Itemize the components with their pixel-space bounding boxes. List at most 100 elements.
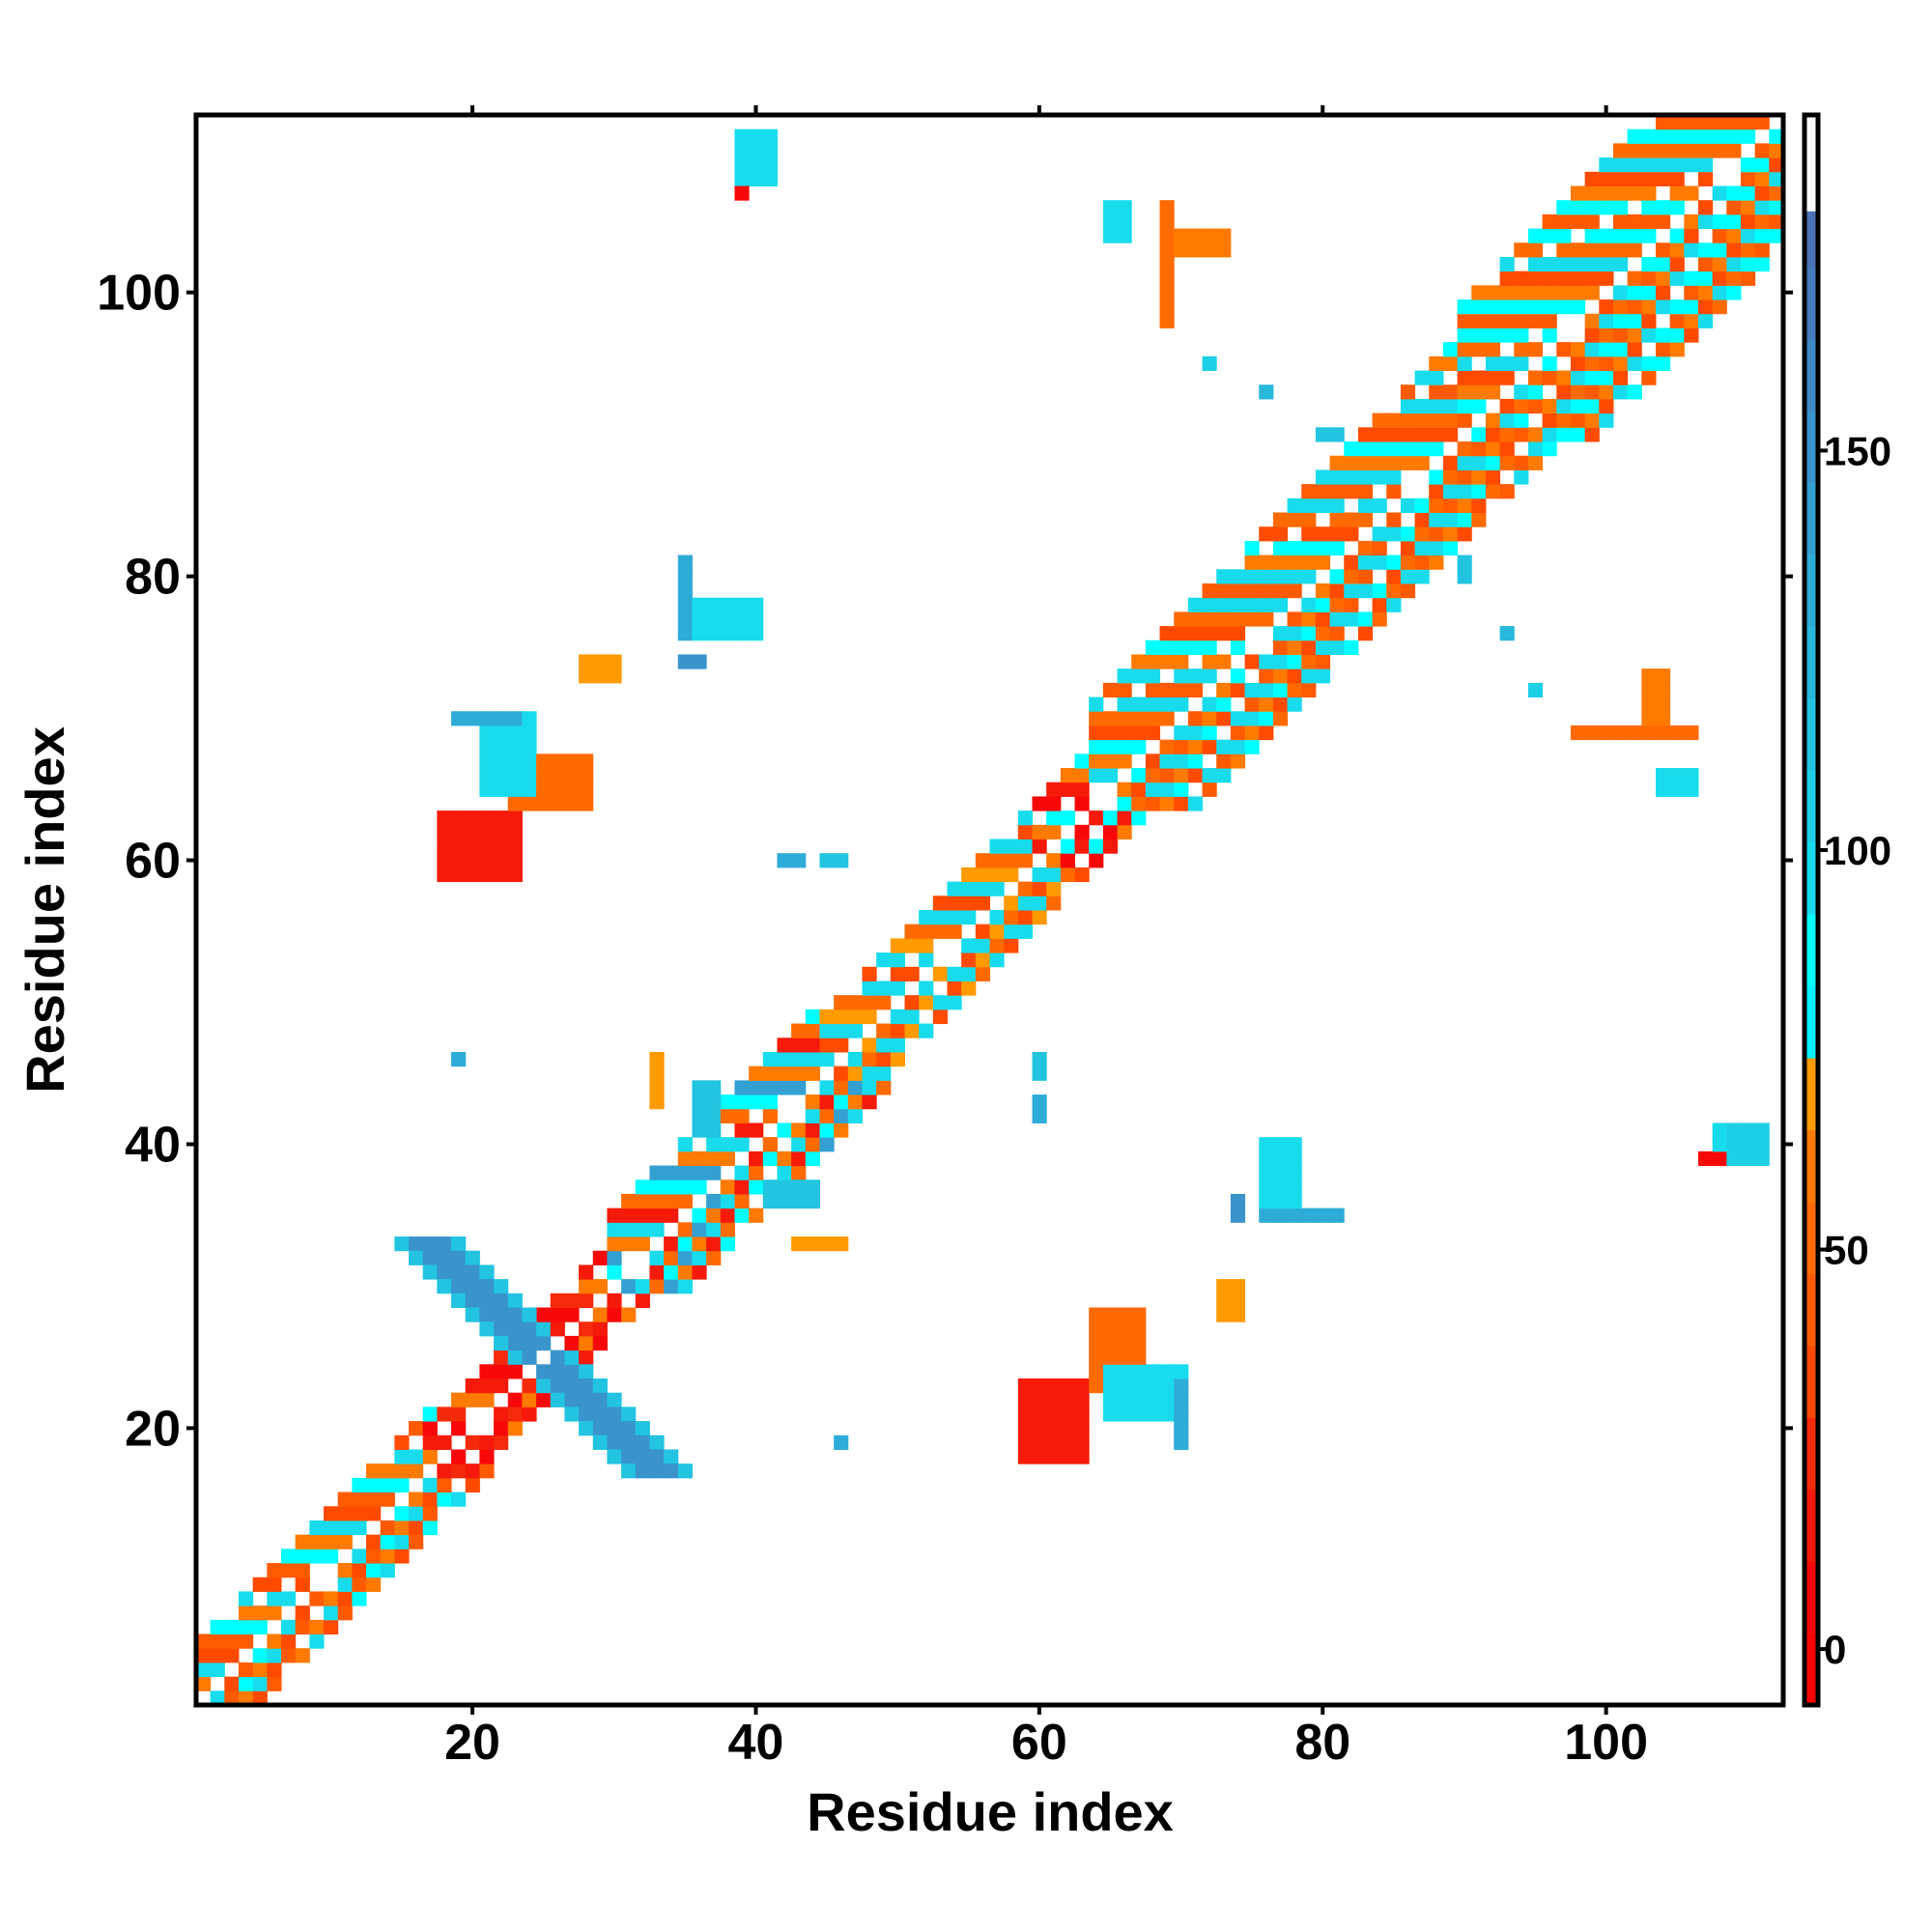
heatmap-cell: [1344, 554, 1359, 570]
heatmap-cell: [451, 1449, 467, 1464]
heatmap-cell: [1187, 668, 1204, 684]
heatmap-cell: [1386, 455, 1402, 470]
heatmap-cell: [1046, 796, 1062, 811]
heatmap-cell: [1386, 582, 1402, 599]
heatmap-cell: [422, 1421, 438, 1436]
heatmap-cell: [522, 768, 537, 783]
heatmap-cell: [579, 1421, 594, 1436]
heatmap-cell: [1244, 682, 1260, 698]
heatmap-cell: [1599, 242, 1614, 258]
heatmap-cell: [1641, 228, 1657, 243]
heatmap-cell: [1202, 739, 1217, 754]
heatmap-cell: [1131, 796, 1147, 811]
heatmap-cell: [451, 810, 467, 826]
heatmap-cell: [592, 1435, 608, 1450]
heatmap-cell: [1485, 355, 1501, 372]
heatmap-cell: [1556, 427, 1572, 442]
heatmap-cell: [1457, 398, 1472, 414]
heatmap-cell: [252, 1619, 268, 1635]
heatmap-cell: [494, 1435, 509, 1450]
heatmap-cell: [1457, 554, 1472, 570]
heatmap-cell: [507, 1364, 523, 1379]
heatmap-cell: [1584, 327, 1600, 343]
heatmap-cell: [1556, 299, 1572, 315]
heatmap-cell: [1216, 753, 1232, 769]
heatmap-cell: [791, 1179, 807, 1195]
heatmap-cell: [1032, 1421, 1047, 1436]
heatmap-cell: [1216, 696, 1232, 712]
heatmap-cell: [1357, 540, 1374, 556]
heatmap-cell: [1514, 355, 1529, 372]
heatmap-cell: [734, 1165, 750, 1180]
heatmap-cell: [706, 1222, 722, 1237]
heatmap-cell: [1556, 242, 1572, 258]
heatmap-cell: [1032, 910, 1047, 925]
heatmap-cell: [1187, 242, 1204, 258]
heatmap-cell: [1357, 611, 1374, 627]
heatmap-cell: [847, 1065, 863, 1081]
heatmap-cell: [1259, 611, 1274, 627]
heatmap-cell: [1272, 512, 1289, 527]
heatmap-cell: [1471, 384, 1487, 400]
heatmap-cell: [1726, 185, 1742, 201]
heatmap-cell: [550, 1392, 565, 1407]
heatmap-cell: [1187, 611, 1204, 627]
heatmap-cell: [579, 1392, 594, 1407]
heatmap-cell: [677, 626, 693, 641]
heatmap-cell: [494, 1321, 509, 1337]
heatmap-cell: [1357, 497, 1374, 513]
heatmap-cell: [1655, 724, 1671, 741]
heatmap-cell: [1429, 370, 1444, 385]
heatmap-cell: [1174, 639, 1189, 655]
colorbar-frame: [1802, 112, 1821, 1708]
heatmap-cell: [1272, 1151, 1289, 1167]
heatmap-cell: [1627, 157, 1642, 173]
heatmap-cell: [635, 1293, 650, 1308]
heatmap-cell: [1017, 910, 1034, 925]
heatmap-cell: [1089, 768, 1104, 783]
heatmap-cell: [1259, 1208, 1274, 1223]
heatmap-cell: [1315, 497, 1331, 513]
heatmap-cell: [1301, 512, 1317, 527]
heatmap-cell: [479, 1293, 495, 1308]
heatmap-cell: [975, 952, 990, 968]
heatmap-cell: [961, 980, 977, 996]
heatmap-cell: [1102, 1406, 1119, 1422]
heatmap-cell: [579, 1335, 594, 1351]
heatmap-cell: [1542, 270, 1557, 286]
heatmap-cell: [1117, 200, 1132, 215]
heatmap-cell: [1754, 143, 1770, 158]
heatmap-cell: [1216, 228, 1232, 243]
heatmap-cell: [536, 768, 552, 783]
heatmap-cell: [1485, 313, 1501, 328]
heatmap-cell: [1329, 597, 1345, 612]
heatmap-cell: [1344, 582, 1359, 599]
heatmap-cell: [324, 1548, 339, 1564]
heatmap-cell: [1102, 228, 1119, 243]
heatmap-cell: [494, 824, 509, 840]
heatmap-cell: [1669, 724, 1685, 741]
heatmap-cell: [1272, 668, 1289, 684]
heatmap-cell: [1514, 398, 1529, 414]
heatmap-cell: [1556, 200, 1572, 215]
heatmap-cell: [1414, 569, 1430, 584]
heatmap-cell: [494, 768, 509, 783]
heatmap-cell: [1712, 228, 1727, 243]
heatmap-cell: [1584, 185, 1600, 201]
heatmap-cell: [1471, 497, 1487, 513]
heatmap-cell: [1202, 711, 1217, 726]
heatmap-cell: [1372, 497, 1387, 513]
heatmap-cell: [267, 1605, 282, 1621]
heatmap-cell: [1726, 1137, 1742, 1152]
heatmap-cell: [1017, 1435, 1034, 1450]
heatmap-cell: [1102, 1307, 1119, 1322]
heatmap-cell: [1641, 327, 1657, 343]
heatmap-cell: [621, 1279, 637, 1294]
heatmap-cell: [1612, 355, 1629, 372]
heatmap-cell: [507, 753, 523, 769]
heatmap-cell: [1485, 441, 1501, 457]
heatmap-cell: [1712, 299, 1727, 315]
heatmap-cell: [649, 1165, 665, 1180]
heatmap-cell: [1329, 639, 1345, 655]
heatmap-cell: [1117, 1392, 1132, 1407]
